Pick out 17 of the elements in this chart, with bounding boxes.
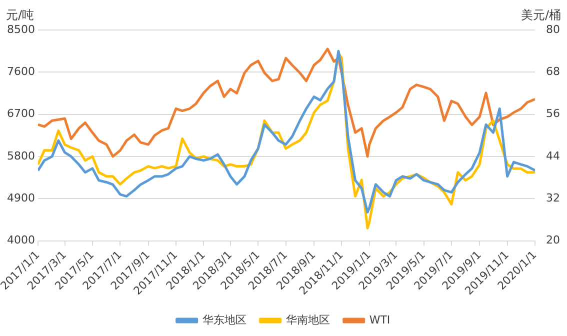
- y2-tick-label: 20: [546, 234, 560, 247]
- legend-label: 华东地区: [202, 313, 246, 326]
- y-tick-label: 7600: [6, 65, 35, 78]
- y2-tick-label: 44: [546, 149, 560, 162]
- y2-tick-label: 56: [546, 107, 560, 120]
- y-tick-label: 8500: [6, 22, 35, 36]
- legend-label: 华南地区: [286, 313, 330, 326]
- y2-axis-title: 美元/桶: [520, 8, 561, 22]
- y-tick-label: 4900: [6, 191, 35, 204]
- y2-tick-label: 32: [546, 191, 560, 204]
- y-tick-label: 6700: [6, 107, 35, 120]
- y2-tick-label: 68: [546, 65, 560, 78]
- y-tick-label: 4000: [6, 234, 35, 247]
- y2-tick-label: 80: [546, 22, 560, 36]
- legend-label: WTI: [369, 313, 390, 326]
- y-axis-title: 元/吨: [6, 8, 34, 22]
- y-tick-label: 5800: [6, 149, 35, 162]
